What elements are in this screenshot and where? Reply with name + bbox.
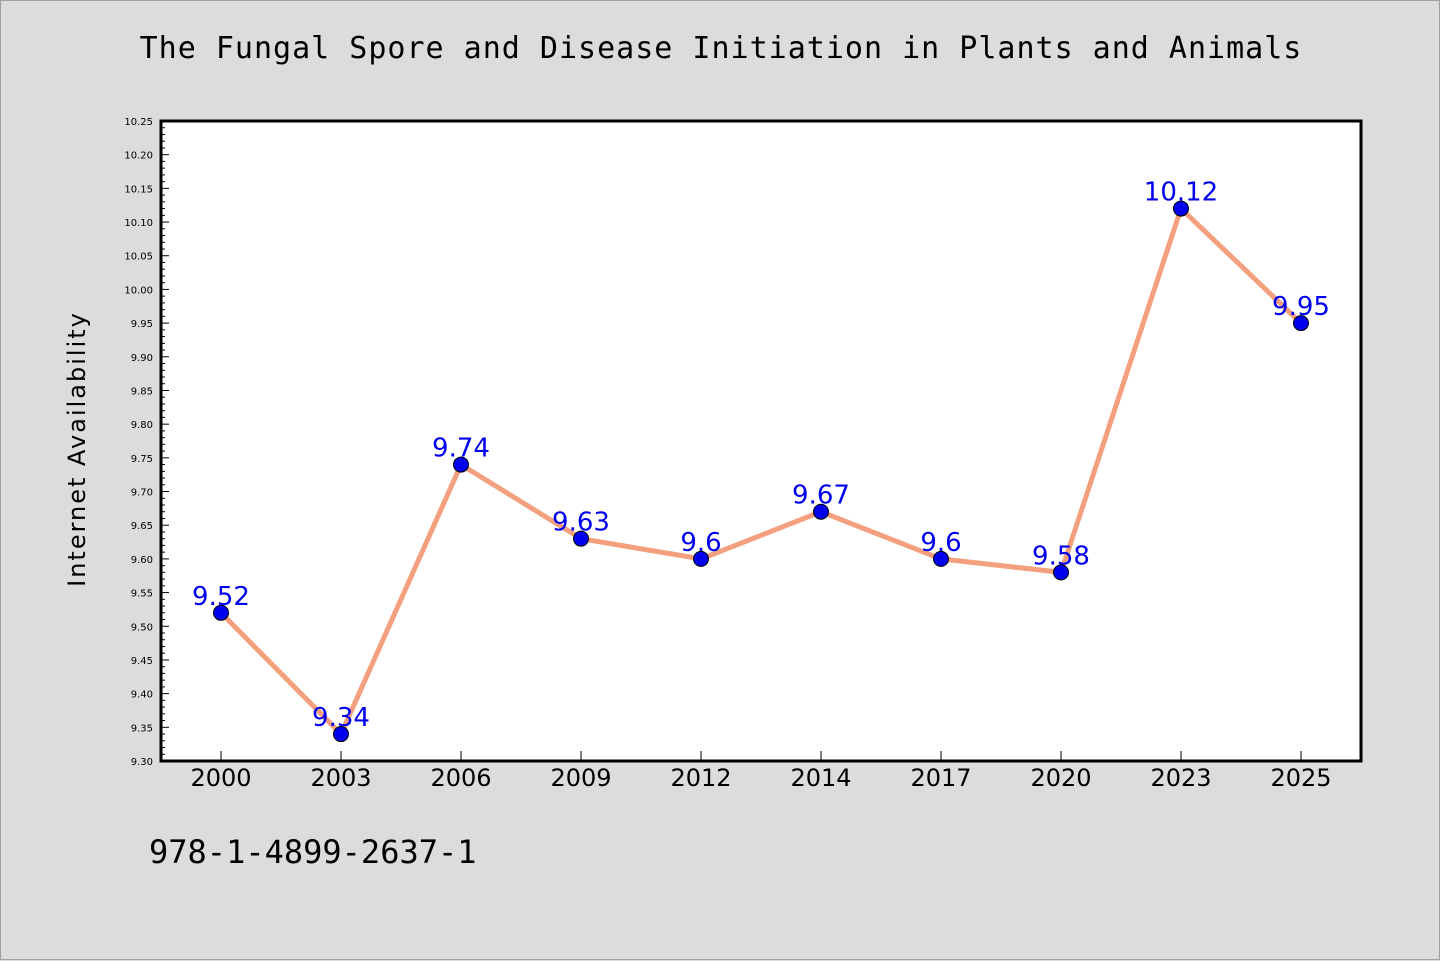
- plot-area: [159, 119, 1363, 763]
- y-tick-label: 9.60: [131, 555, 153, 566]
- y-tick-label: 9.55: [131, 589, 153, 600]
- y-tick-label: 10.05: [124, 252, 153, 263]
- x-tick-label: 2012: [670, 764, 731, 792]
- data-label: 9.6: [920, 528, 961, 558]
- data-label: 9.52: [192, 582, 250, 612]
- data-point: [453, 456, 469, 473]
- data-point: [693, 550, 709, 567]
- data-point: [333, 726, 349, 743]
- x-tick-label: 2009: [550, 764, 611, 792]
- y-axis-title: Internet Availability: [63, 311, 91, 587]
- y-tick-label: 9.35: [131, 723, 153, 734]
- y-tick-label: 10.10: [124, 218, 153, 229]
- x-tick-label: 2017: [910, 764, 971, 792]
- data-point: [933, 550, 949, 567]
- data-label: 9.34: [312, 703, 370, 733]
- series-line: [218, 206, 1304, 737]
- y-tick-label: 9.50: [131, 622, 153, 633]
- y-tick-label: 9.45: [131, 656, 153, 667]
- y-tick-label: 9.70: [131, 488, 153, 499]
- data-label: 10.12: [1144, 178, 1218, 208]
- x-tick-label: 2006: [430, 764, 491, 792]
- footer-code: 978-1-4899-2637-1: [149, 833, 477, 871]
- x-tick-label: 2025: [1270, 764, 1331, 792]
- y-tick-label: 9.80: [131, 420, 153, 431]
- data-point: [1173, 200, 1189, 217]
- y-tick-label: 10.00: [124, 285, 153, 296]
- data-label: 9.58: [1032, 541, 1090, 571]
- data-label: 9.6: [680, 528, 721, 558]
- y-tick-label: 9.95: [131, 319, 153, 330]
- y-tick-label: 9.75: [131, 454, 153, 465]
- data-label: 9.74: [432, 434, 490, 464]
- y-tick-label: 9.90: [131, 353, 153, 364]
- y-tick-label: 9.85: [131, 386, 153, 397]
- data-label: 9.63: [552, 508, 610, 538]
- x-tick-label: 2014: [790, 764, 851, 792]
- x-tick-label: 2020: [1030, 764, 1091, 792]
- x-tick-label: 2000: [190, 764, 251, 792]
- data-point: [1053, 564, 1069, 581]
- data-label: 9.67: [792, 481, 850, 511]
- data-point: [1293, 315, 1309, 332]
- x-tick-label: 2023: [1150, 764, 1211, 792]
- y-tick-label: 9.65: [131, 521, 153, 532]
- x-tick-label: 2003: [310, 764, 371, 792]
- y-tick-label: 10.25: [124, 117, 153, 128]
- chart-title: The Fungal Spore and Disease Initiation …: [139, 31, 1303, 66]
- y-tick-label: 10.15: [124, 184, 153, 195]
- y-tick-label: 10.20: [124, 151, 153, 162]
- data-point: [213, 604, 229, 621]
- y-tick-label: 9.40: [131, 690, 153, 701]
- data-point: [813, 503, 829, 520]
- y-tick-label: 9.30: [131, 757, 153, 768]
- data-label: 9.95: [1272, 292, 1330, 322]
- data-point: [573, 530, 589, 547]
